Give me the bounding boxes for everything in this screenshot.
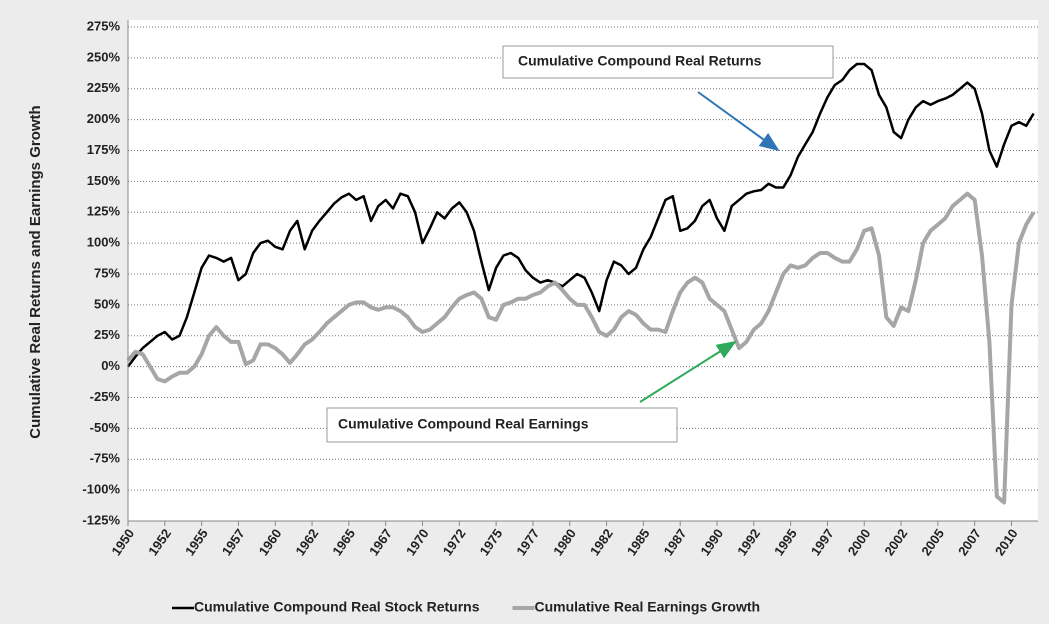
x-tick-label: 1992 [734,526,763,558]
x-tick-label: 1952 [145,526,174,558]
x-tick-label: 2005 [918,526,947,558]
x-tick-label: 1960 [256,526,285,558]
x-tick-label: 1957 [219,526,248,558]
y-tick-label: 50% [94,296,120,311]
x-tick-label: 1997 [808,526,837,558]
x-tick-label: 1967 [366,526,395,558]
y-tick-label: 75% [94,265,120,280]
y-axis-label: Cumulative Real Returns and Earnings Gro… [27,105,44,438]
y-tick-label: 0% [101,358,120,373]
x-tick-label: 1982 [587,526,616,558]
x-tick-label: 1977 [513,526,542,558]
arrow [697,91,780,152]
x-tick-label: 1990 [697,526,726,558]
x-tick-label: 1972 [440,526,469,558]
arrow [639,340,737,403]
annotation: Cumulative Compound Real Earnings [338,416,589,432]
y-tick-label: 125% [87,204,121,219]
x-tick-label: 1985 [624,526,653,558]
x-tick-label: 2010 [992,526,1021,558]
annotation-box [502,45,834,79]
y-tick-label: 100% [87,235,121,250]
y-tick-label: -50% [90,420,121,435]
annotation-box [326,407,678,443]
x-tick-label: 1980 [550,526,579,558]
y-tick-label: 175% [87,142,121,157]
legend-label: Cumulative Compound Real Stock Returns [194,599,480,615]
x-tick-label: 1987 [661,526,690,558]
x-tick-label: 1965 [329,526,358,558]
y-tick-label: -125% [82,512,120,527]
x-tick-label: 2007 [955,526,984,558]
x-tick-label: 2002 [881,526,910,558]
annotation: Cumulative Compound Real Returns [518,53,762,69]
x-tick-label: 2000 [845,526,874,558]
series-line [126,62,1035,368]
y-tick-label: -25% [90,389,121,404]
y-tick-label: 250% [87,49,121,64]
y-tick-label: -100% [82,482,120,497]
x-tick-label: 1975 [477,526,506,558]
y-tick-label: -75% [90,451,121,466]
y-tick-label: 275% [87,18,121,33]
series-line [126,191,1036,505]
y-tick-label: 25% [94,327,120,342]
plot-area [128,20,1038,521]
x-tick-label: 1955 [182,526,211,558]
y-tick-label: 150% [87,173,121,188]
y-tick-label: 200% [87,111,121,126]
x-tick-label: 1950 [108,526,137,558]
x-tick-label: 1970 [403,526,432,558]
y-tick-label: 225% [87,80,121,95]
legend-label: Cumulative Real Earnings Growth [534,599,760,615]
x-tick-label: 1962 [292,526,321,558]
x-tick-label: 1995 [771,526,800,558]
